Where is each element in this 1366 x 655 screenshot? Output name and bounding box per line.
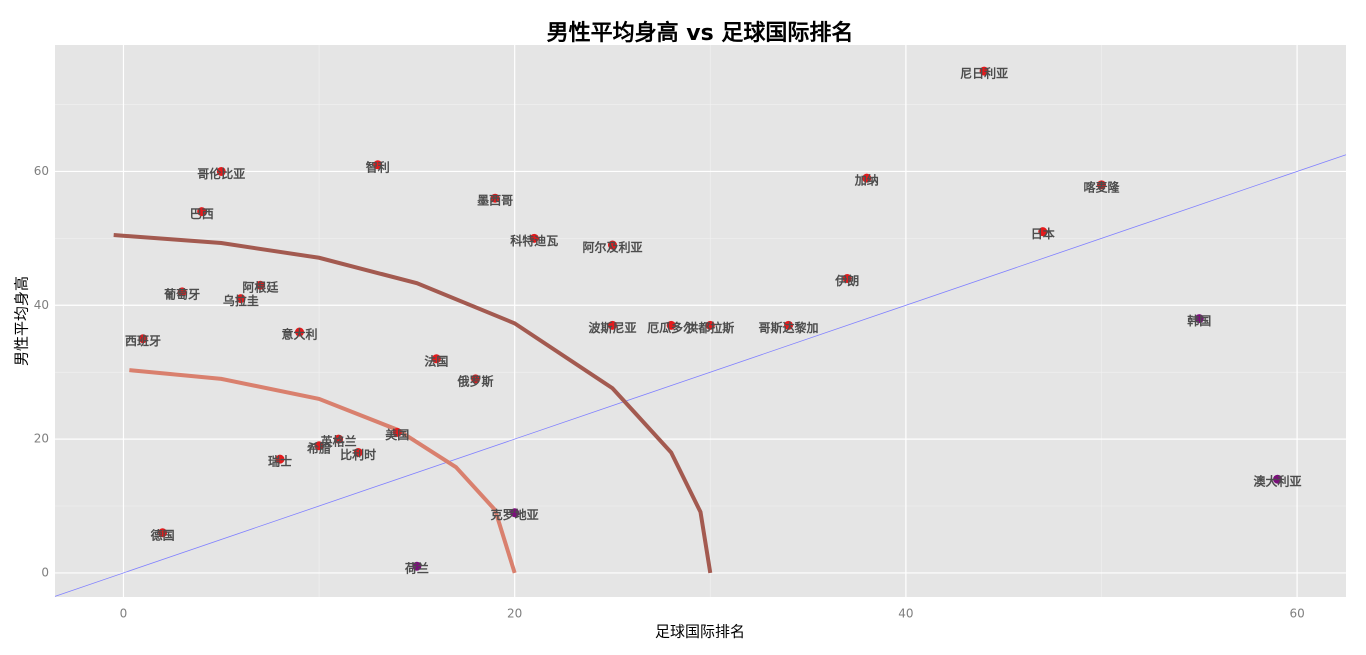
point-label: 法国 (424, 353, 448, 368)
point (314, 441, 324, 451)
point-label: 洪都拉斯 (686, 320, 734, 335)
x-tick-label: 40 (898, 607, 913, 621)
point-label: 喀麦隆 (1083, 179, 1120, 194)
point (255, 280, 265, 290)
point (334, 434, 344, 444)
point-label: 美国 (385, 427, 409, 442)
point (666, 320, 676, 330)
point (471, 374, 481, 384)
point (373, 160, 383, 170)
point-label: 阿根廷 (242, 280, 279, 295)
point-label: 俄罗斯 (457, 373, 494, 388)
point (295, 327, 305, 337)
point (138, 334, 148, 344)
point (431, 354, 441, 364)
point (842, 274, 852, 284)
point (510, 508, 520, 518)
point (197, 207, 207, 217)
point (216, 166, 226, 176)
point-label: 韩国 (1187, 313, 1211, 328)
y-tick-label: 60 (34, 164, 49, 178)
point (353, 447, 363, 457)
point-label: 西班牙 (125, 333, 161, 348)
point-label: 波斯尼亚 (588, 320, 636, 335)
point-label: 智利 (365, 159, 390, 174)
point-label: 乌拉圭 (223, 293, 259, 308)
point-label: 墨西哥 (477, 194, 513, 208)
point (412, 561, 422, 571)
point-label: 阿尔及利亚 (582, 240, 642, 255)
point (275, 454, 285, 464)
x-axis-label: 足球国际排名 (655, 623, 745, 641)
point (862, 173, 872, 183)
y-tick-label: 0 (41, 565, 49, 579)
point-label: 澳大利亚 (1254, 474, 1302, 489)
point-label: 英格兰 (321, 434, 357, 449)
point (1038, 227, 1048, 237)
point-label: 巴西 (190, 207, 214, 221)
panel (55, 45, 1346, 597)
point-label: 瑞士 (268, 454, 292, 469)
point (607, 320, 617, 330)
chart-title: 男性平均身高 vs 足球国际排名 (547, 20, 854, 46)
point-label: 意大利 (281, 327, 317, 342)
point (236, 294, 246, 304)
point (705, 320, 715, 330)
point (177, 287, 187, 297)
y-tick-label: 20 (34, 432, 49, 446)
point-label: 伊朗 (834, 273, 859, 288)
point (1194, 314, 1204, 324)
y-tick-label: 40 (34, 298, 49, 312)
x-tick-label: 20 (507, 607, 522, 621)
point-label: 德国 (151, 527, 175, 542)
point (1096, 180, 1106, 190)
curve (113, 233, 713, 574)
x-tick-label: 60 (1289, 607, 1304, 621)
point-label: 比利时 (340, 447, 376, 462)
point-label: 尼日利亚 (960, 66, 1008, 81)
point-label: 科特迪瓦 (510, 233, 558, 248)
point-label: 加纳 (854, 173, 879, 188)
point-label: 哥伦比亚 (197, 166, 245, 181)
point (392, 427, 402, 437)
point (607, 240, 617, 250)
point-label: 希腊 (306, 440, 331, 455)
x-tick-label: 0 (120, 607, 128, 621)
point-label: 厄瓜多尔 (647, 320, 695, 335)
point (979, 66, 989, 76)
point (784, 320, 794, 330)
point-label: 日本 (1031, 226, 1055, 241)
point (490, 193, 500, 203)
y-axis-label: 男性平均身高 (13, 276, 31, 366)
point-label: 葡萄牙 (163, 286, 200, 301)
point-label: 哥斯达黎加 (759, 320, 819, 335)
point (529, 233, 539, 243)
point (158, 528, 168, 538)
point-label: 荷兰 (404, 561, 429, 576)
point-label: 克罗地亚 (491, 507, 539, 522)
point (1273, 474, 1283, 484)
reference-line (54, 154, 1347, 597)
